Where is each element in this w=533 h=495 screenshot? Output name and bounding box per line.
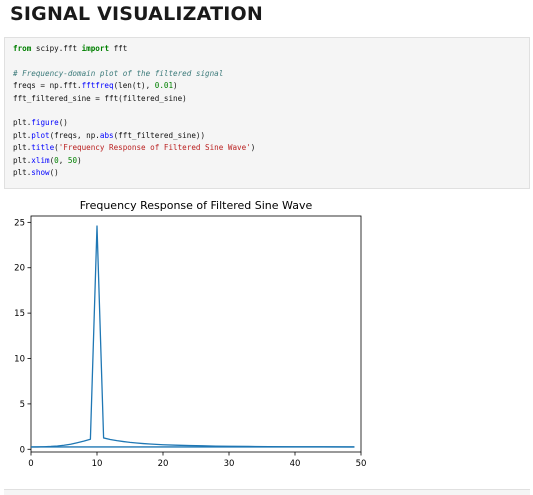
code-block[interactable]: from scipy.fft import fft # Frequency-do… [13, 43, 255, 179]
axis-ticks: 0 10 20 30 40 50 0 5 10 15 20 25 [14, 218, 366, 469]
code-token: xlim [31, 155, 50, 165]
x-tick-label: 40 [290, 459, 301, 469]
code-line: plt.figure() [13, 117, 255, 129]
code-line: fft_filtered_sine = fft(filtered_sine) [13, 93, 255, 105]
code-token: plt. [13, 143, 32, 153]
y-tick-label: 5 [20, 400, 25, 410]
x-tick-label: 30 [224, 459, 235, 469]
code-token: import [81, 44, 110, 53]
y-tick-label: 20 [14, 264, 25, 274]
code-token: 0 [54, 155, 59, 165]
code-token: ( [54, 143, 59, 153]
next-cell-edge [4, 489, 530, 495]
y-tick-label: 0 [20, 445, 25, 455]
y-tick-label: 25 [14, 218, 25, 228]
plot-area [30, 215, 362, 453]
code-line: # Frequency-domain plot of the filtered … [13, 68, 255, 80]
code-token: abs [99, 130, 114, 140]
code-token: fft [109, 44, 128, 53]
code-cell[interactable]: from scipy.fft import fft # Frequency-do… [4, 37, 530, 189]
code-line [13, 55, 255, 67]
code-token: plt. [13, 155, 32, 165]
code-line [13, 105, 255, 117]
code-token: ) [77, 155, 82, 165]
code-token: # Frequency-domain plot of the filtered … [13, 68, 224, 78]
code-token: freqs = np.fft. [13, 81, 82, 91]
code-line: plt.xlim(0, 50) [13, 155, 255, 167]
code-token: (fft_filtered_sine)) [113, 130, 206, 140]
frequency-response-chart: Frequency Response of Filtered Sine Wave… [14, 199, 366, 469]
code-token: 0.01 [154, 81, 174, 91]
code-token: ) [250, 143, 256, 153]
series-layer [31, 225, 355, 448]
output-area: Frequency Response of Filtered Sine Wave… [0, 192, 533, 495]
code-token: (freqs, np. [49, 130, 100, 140]
code-token: title [31, 143, 55, 153]
code-token: () [49, 167, 59, 177]
code-token: plt. [13, 130, 32, 140]
x-tick-label: 50 [356, 459, 367, 469]
code-token: 'Frequency Response of Filtered Sine Wav… [58, 143, 251, 153]
code-token: ) [173, 81, 178, 91]
code-token: plt. [13, 167, 32, 177]
code-token: from [13, 44, 32, 53]
y-tick-label: 15 [14, 309, 25, 319]
chart-title: Frequency Response of Filtered Sine Wave [80, 199, 313, 212]
code-token: , [58, 155, 68, 165]
code-token: (len(t), [113, 81, 155, 91]
code-token: fftfreq [81, 81, 114, 91]
code-token: show [31, 167, 50, 177]
y-tick-label: 10 [14, 355, 25, 365]
code-token: () [58, 118, 68, 128]
code-line: plt.title('Frequency Response of Filtere… [13, 142, 255, 154]
x-tick-label: 10 [92, 459, 103, 469]
code-line: from scipy.fft import fft [13, 43, 255, 55]
page-title: SIGNAL VISUALIZATION [10, 3, 263, 25]
code-line: plt.show() [13, 167, 255, 179]
code-token: scipy.fft [31, 44, 82, 53]
code-line: plt.plot(freqs, np.abs(fft_filtered_sine… [13, 130, 255, 142]
code-token: plt. [13, 118, 32, 128]
code-token: fft_filtered_sine = fft(filtered_sine) [13, 93, 187, 103]
code-line: freqs = np.fft.fftfreq(len(t), 0.01) [13, 80, 255, 92]
x-tick-label: 20 [158, 459, 169, 469]
code-token: figure [31, 118, 59, 128]
code-token: plot [31, 130, 50, 140]
code-token: ( [49, 155, 55, 165]
x-tick-label: 0 [28, 459, 33, 469]
code-token: 50 [67, 155, 78, 165]
